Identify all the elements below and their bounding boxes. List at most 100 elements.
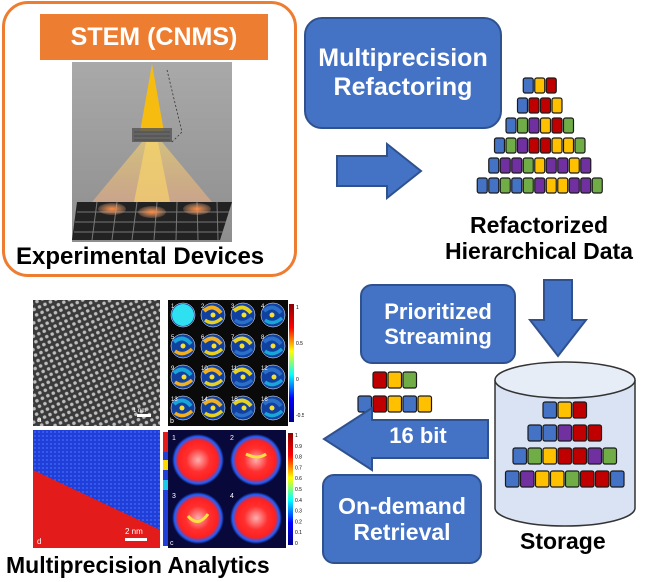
panel-d-scale: 2 nm xyxy=(125,527,143,536)
retrieved-block xyxy=(402,371,418,389)
refactorized-block xyxy=(511,157,523,174)
probe-number: 3 xyxy=(172,493,176,500)
panel-b-tick: -0.5 xyxy=(296,413,304,419)
storage-block xyxy=(542,424,558,442)
refactorized-block xyxy=(545,157,557,174)
panel-b-tick: 0.5 xyxy=(296,341,303,347)
refactoring-box: Multiprecision Refactoring xyxy=(304,17,502,129)
refactorized-block xyxy=(488,177,500,194)
storage-block xyxy=(542,447,558,465)
retrieval-box: On-demand Retrieval xyxy=(322,474,482,564)
retrieved-block xyxy=(417,395,433,413)
refactorized-block xyxy=(522,157,534,174)
refactorized-block xyxy=(534,157,546,174)
refactorized-block xyxy=(516,97,529,114)
mode-number: 14 xyxy=(201,397,208,403)
storage-block xyxy=(572,424,588,442)
mode-number: 1 xyxy=(171,304,175,310)
retrieval-arrow xyxy=(320,406,492,472)
device-caption: Experimental Devices xyxy=(16,243,265,270)
refactorized-pyramid xyxy=(455,76,625,216)
refactorized-block xyxy=(528,97,540,114)
mode-number: 11 xyxy=(231,366,238,372)
storage-block xyxy=(587,424,603,442)
mode-number: 9 xyxy=(171,366,175,372)
probe-blob xyxy=(172,434,224,486)
storage-block xyxy=(549,470,565,488)
mode-number: 7 xyxy=(231,335,235,341)
storage-block xyxy=(572,401,588,419)
panel-b-letter: b xyxy=(170,418,174,425)
refactorized-block xyxy=(505,137,517,154)
panel-c-tick: 0 xyxy=(295,541,298,547)
storage-block xyxy=(594,470,610,488)
streaming-box: Prioritized Streaming xyxy=(360,284,516,364)
probe-blob xyxy=(230,492,282,544)
storage-block xyxy=(534,470,550,488)
mode-number: 15 xyxy=(231,397,238,403)
device-badge-label: STEM (CNMS) xyxy=(70,22,238,51)
refactorized-block xyxy=(534,77,546,94)
device-frame xyxy=(2,1,297,277)
retrieved-block xyxy=(402,395,418,413)
bit-label: 16 bit xyxy=(389,423,447,448)
retrieved-block xyxy=(372,371,388,389)
panel-c-tick: 0.2 xyxy=(295,519,302,525)
panel-c-tick: 0.1 xyxy=(295,530,302,536)
panel-c-tick: 0.7 xyxy=(295,465,302,471)
refactorized-block xyxy=(545,77,557,94)
retrieved-block xyxy=(387,395,403,413)
panel-c-tick: 0.8 xyxy=(295,455,302,461)
refactorized-block xyxy=(551,137,563,154)
refactorized-block xyxy=(539,117,552,134)
storage-block xyxy=(542,401,558,419)
refactorized-block xyxy=(551,117,563,134)
refactor-arrow xyxy=(333,141,425,201)
retrieved-blocks xyxy=(355,368,435,424)
storage-block xyxy=(504,470,520,488)
storage-block xyxy=(602,447,618,465)
storage-block xyxy=(572,447,588,465)
refactorized-block xyxy=(539,97,552,114)
panel-b-tick: 1 xyxy=(296,305,299,311)
panel-c-tick: 0.5 xyxy=(295,487,302,493)
storage-block xyxy=(579,470,595,488)
analytics-caption: Multiprecision Analytics xyxy=(6,552,270,578)
panel-a-letter: a xyxy=(37,415,42,424)
refactorized-block xyxy=(488,157,500,174)
probe-blob xyxy=(230,434,282,486)
mode-number: 2 xyxy=(201,304,205,310)
refactorized-block xyxy=(545,177,557,194)
storage-block xyxy=(527,447,543,465)
refactorized-block xyxy=(591,177,603,194)
stem-illustration xyxy=(72,62,232,242)
refactorized-block xyxy=(505,117,517,134)
mode-number: 13 xyxy=(171,397,178,403)
refactorized-block xyxy=(516,137,529,154)
storage-block xyxy=(564,470,580,488)
storage-block xyxy=(587,447,603,465)
panel-c-tick: 0.6 xyxy=(295,476,302,482)
probe-blob xyxy=(172,492,224,544)
storage-block xyxy=(609,470,625,488)
panel-c-tick: 0.3 xyxy=(295,509,302,515)
panel-c-tick: 0.9 xyxy=(295,444,302,450)
mode-number: 10 xyxy=(201,366,208,372)
retrieved-block xyxy=(372,395,388,413)
refactorized-block xyxy=(557,157,569,174)
refactorized-block xyxy=(568,177,580,194)
panel-b-tick: 0 xyxy=(296,377,299,383)
refactorized-block xyxy=(528,117,540,134)
storage-caption: Storage xyxy=(520,528,606,554)
down-arrow xyxy=(526,278,590,360)
storage-block xyxy=(557,401,573,419)
mode-number: 3 xyxy=(231,304,235,310)
refactorized-block xyxy=(580,177,592,194)
refactorized-block xyxy=(511,177,523,194)
refactorized-block xyxy=(568,157,580,174)
refactorized-block xyxy=(562,117,575,134)
refactorized-block xyxy=(522,77,534,94)
refactorized-caption: Refactorized Hierarchical Data xyxy=(445,212,633,265)
mode-number: 6 xyxy=(201,335,205,341)
panel-d-letter: d xyxy=(37,537,41,546)
